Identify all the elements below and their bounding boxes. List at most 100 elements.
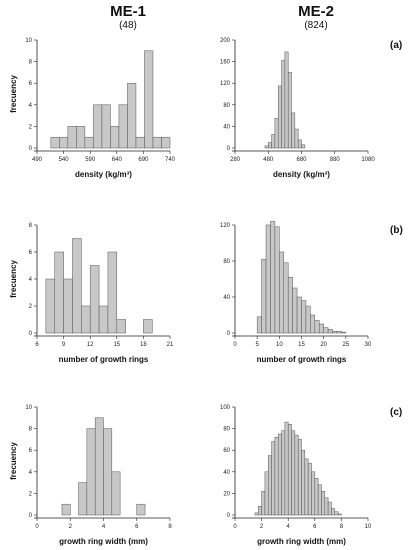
histogram-bar bbox=[81, 305, 91, 334]
histogram-bar bbox=[301, 300, 307, 334]
histogram-bar bbox=[270, 221, 276, 334]
x-tick-label: 0 bbox=[233, 342, 237, 348]
histogram-bar bbox=[283, 262, 289, 334]
y-tick-label: 200 bbox=[220, 38, 231, 44]
histogram-bar bbox=[304, 458, 309, 516]
histogram-bar bbox=[152, 136, 162, 149]
y-axis-label: frecuency bbox=[9, 442, 18, 480]
y-tick-label: 0 bbox=[227, 146, 231, 152]
x-tick-label: 490 bbox=[32, 157, 43, 163]
x-tick-label: 9 bbox=[62, 342, 66, 348]
y-tick-label: 120 bbox=[220, 223, 231, 229]
x-axis-label: density (kg/m³) bbox=[273, 170, 330, 179]
histogram-bar bbox=[337, 513, 342, 516]
y-tick-label: 6 bbox=[29, 81, 33, 87]
y-tick-label: 10 bbox=[25, 38, 32, 44]
histogram-bar bbox=[63, 278, 73, 334]
histogram-bar bbox=[301, 449, 306, 516]
histogram-bar bbox=[93, 104, 103, 149]
x-tick-label: 20 bbox=[320, 342, 327, 348]
histogram-bar bbox=[118, 104, 128, 149]
histogram-bar bbox=[256, 316, 262, 334]
y-tick-label: 2 bbox=[29, 124, 33, 130]
y-tick-label: 120 bbox=[220, 81, 231, 87]
x-tick-label: 590 bbox=[85, 157, 96, 163]
histogram-bar bbox=[314, 320, 320, 334]
histogram-bar bbox=[78, 482, 88, 516]
column-header-me1: ME-1 (48) bbox=[58, 3, 198, 32]
x-tick-label: 4 bbox=[287, 524, 291, 530]
histogram-bar bbox=[291, 112, 296, 149]
histogram-bar bbox=[86, 428, 96, 516]
histogram-bar bbox=[76, 126, 86, 149]
x-tick-label: 540 bbox=[59, 157, 70, 163]
histogram-bar bbox=[268, 455, 272, 516]
histogram-bar bbox=[258, 506, 262, 516]
histogram-bar bbox=[89, 265, 100, 334]
y-tick-label: 8 bbox=[29, 60, 33, 66]
histogram-bar bbox=[277, 433, 282, 516]
y-tick-label: 2 bbox=[29, 491, 33, 497]
y-tick-label: 40 bbox=[223, 295, 230, 301]
histogram-bar bbox=[324, 497, 329, 516]
histogram-bar bbox=[334, 511, 339, 516]
histogram-bar bbox=[136, 503, 146, 516]
histogram-bar bbox=[161, 136, 171, 149]
histogram-bar bbox=[314, 478, 319, 516]
y-axis-label: frecuency bbox=[9, 260, 18, 298]
x-tick-label: 740 bbox=[165, 157, 176, 163]
histogram-bar bbox=[336, 330, 342, 334]
histogram-bar bbox=[268, 142, 272, 149]
histogram-bar bbox=[311, 471, 316, 516]
x-tick-label: 30 bbox=[365, 342, 372, 348]
y-tick-label: 2 bbox=[29, 304, 33, 310]
x-tick-label: 280 bbox=[230, 157, 241, 163]
x-tick-label: 4 bbox=[102, 524, 106, 530]
y-tick-label: 0 bbox=[29, 146, 33, 152]
y-tick-label: 80 bbox=[223, 427, 230, 433]
x-tick-label: 15 bbox=[113, 342, 120, 348]
histogram-bar bbox=[297, 439, 302, 516]
histogram-bar bbox=[292, 287, 298, 334]
histogram-bar bbox=[296, 296, 302, 334]
x-tick-label: 18 bbox=[140, 342, 147, 348]
x-tick-label: 21 bbox=[167, 342, 174, 348]
panel-label: (b) bbox=[390, 225, 403, 236]
x-tick-label: 0 bbox=[35, 524, 39, 530]
x-tick-label: 690 bbox=[138, 157, 149, 163]
histogram-bar bbox=[264, 471, 269, 516]
y-tick-label: 80 bbox=[223, 259, 230, 265]
histogram-bar bbox=[94, 417, 104, 516]
histogram-bar bbox=[287, 72, 292, 149]
x-tick-label: 10 bbox=[365, 524, 372, 530]
histogram-bar bbox=[279, 251, 285, 334]
histogram-bar bbox=[281, 430, 286, 516]
histogram-bar bbox=[107, 251, 118, 334]
histogram-bar bbox=[271, 441, 276, 516]
histogram-bar bbox=[297, 139, 302, 149]
histogram-bar bbox=[61, 503, 71, 516]
histogram-bar bbox=[101, 104, 111, 149]
y-tick-label: 4 bbox=[29, 277, 33, 283]
histogram-bar bbox=[284, 51, 289, 149]
y-tick-label: 0 bbox=[227, 331, 231, 337]
y-tick-label: 80 bbox=[223, 103, 230, 109]
x-tick-label: 8 bbox=[168, 524, 172, 530]
histogram-bar bbox=[317, 484, 322, 516]
histogram-bar bbox=[67, 126, 77, 149]
y-tick-label: 0 bbox=[29, 331, 33, 337]
histogram-bar bbox=[301, 144, 306, 149]
histogram-bar bbox=[294, 434, 299, 516]
histogram-bar bbox=[341, 331, 347, 334]
histogram-bar bbox=[277, 85, 282, 149]
y-tick-label: 4 bbox=[29, 470, 33, 476]
x-tick-label: 6 bbox=[313, 524, 317, 530]
y-tick-label: 40 bbox=[223, 124, 230, 130]
x-tick-label: 8 bbox=[340, 524, 344, 530]
histogram-bar bbox=[318, 323, 324, 334]
x-tick-label: 680 bbox=[296, 157, 307, 163]
y-tick-label: 40 bbox=[223, 470, 230, 476]
y-tick-label: 160 bbox=[220, 60, 231, 66]
x-tick-label: 640 bbox=[112, 157, 123, 163]
